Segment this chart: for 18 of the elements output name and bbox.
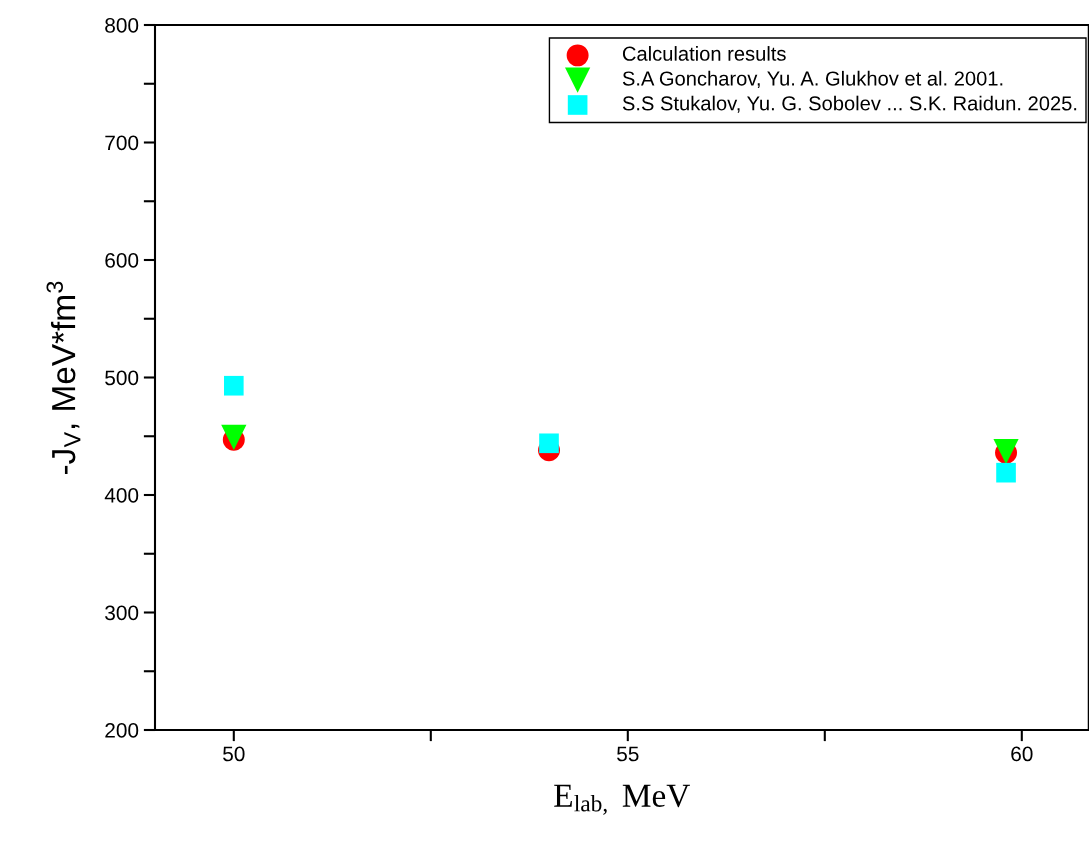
y-tick-label: 500 bbox=[105, 370, 139, 386]
legend-label: Calculation results bbox=[622, 46, 786, 61]
y-tick-label: 200 bbox=[105, 723, 139, 738]
x-tick-label: 60 bbox=[1011, 746, 1033, 762]
point bbox=[996, 462, 1016, 483]
point bbox=[223, 375, 244, 396]
legend-label: S.S Stukalov, Yu. G. Sobolev ... S.K. Raidun. 2025. bbox=[622, 95, 1077, 113]
y-tick-label: 400 bbox=[104, 488, 139, 503]
x-tick-label: 50 bbox=[223, 746, 245, 762]
y-tick-label: 600 bbox=[105, 253, 139, 268]
legend-label: S.A Goncharov, Yu. A. Glukhov et al. 2001. bbox=[622, 70, 1003, 89]
point bbox=[539, 433, 559, 454]
y-tick-label: 300 bbox=[105, 605, 139, 621]
y-tick-label: 800 bbox=[105, 18, 139, 33]
x-tick-label: 55 bbox=[617, 746, 639, 762]
y-tick-label: 700 bbox=[105, 135, 139, 151]
y-axis-title: -J$_{V}$, MeV*fm$^{3}$ bbox=[46, 281, 81, 475]
x-axis-title: E$_{lab,}$ MeV bbox=[554, 784, 690, 815]
